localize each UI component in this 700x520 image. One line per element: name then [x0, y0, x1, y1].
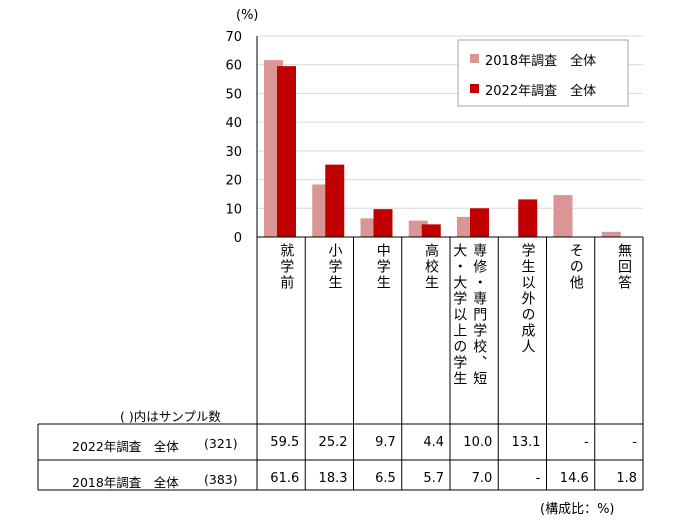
y-tick-label: 60 [225, 59, 242, 74]
category-label: 専修・専門学校、短 [471, 243, 488, 387]
table-cell: 25.2 [318, 435, 348, 450]
y-tick-label: 10 [225, 202, 242, 217]
table-cell: 59.5 [270, 435, 300, 450]
table-cell: 1.8 [616, 471, 637, 486]
table-cell: 14.6 [559, 471, 589, 486]
bar-2022 [421, 224, 441, 237]
sample-size-note: ( )内はサンプル数 [120, 409, 221, 424]
row-label-2018: 2018年調査 全体 [72, 475, 179, 490]
bar-2022 [325, 164, 345, 237]
bar-2022 [373, 209, 393, 237]
table-cell: 9.7 [375, 435, 396, 450]
y-tick-label: 0 [234, 231, 242, 246]
bar-2018 [601, 231, 621, 237]
footnote: (構成比：%) [540, 502, 615, 517]
table-cell: 4.4 [423, 435, 444, 450]
y-tick-label: 30 [225, 145, 242, 160]
category-label: 学生以外の成人 [519, 243, 536, 355]
legend-label-2018: 2018年調査 全体 [485, 54, 597, 69]
category-label: 中学生 [374, 243, 391, 291]
table-cell: 18.3 [318, 471, 348, 486]
table-cell: - [584, 435, 589, 450]
y-axis-unit: (%) [236, 8, 259, 23]
legend-label-2022: 2022年調査 全体 [485, 84, 597, 99]
bar-2018 [553, 195, 573, 237]
y-tick-label: 70 [225, 30, 242, 45]
table-cell: 10.0 [463, 435, 493, 450]
table-cell: 6.5 [375, 471, 396, 486]
table-cell: - [535, 471, 541, 486]
y-tick-label: 40 [225, 116, 242, 131]
y-tick-label: 20 [225, 174, 242, 189]
category-label: 高校生 [423, 243, 439, 291]
bar-2022 [277, 66, 296, 238]
table-cell: 5.7 [423, 471, 444, 486]
category-label: 就学前 [278, 243, 295, 291]
legend-swatch-2018 [470, 54, 479, 63]
category-label: 小学生 [326, 243, 343, 291]
table-cell: - [632, 435, 637, 450]
row-label-2022: 2022年調査 全体 [72, 439, 179, 454]
row-sample-2018: (383) [204, 472, 238, 487]
table-cell: 61.6 [270, 471, 300, 486]
legend-box [457, 39, 629, 107]
bar-2022 [470, 208, 489, 237]
y-tick-label: 50 [225, 87, 242, 102]
category-label: その他 [567, 243, 584, 291]
bar-2022 [518, 199, 538, 237]
legend-swatch-2022 [470, 84, 479, 93]
table-cell: 13.1 [511, 435, 541, 450]
category-label: 大・大学以上の学生 [451, 243, 468, 387]
category-label: 無回答 [616, 243, 632, 291]
row-sample-2022: (321) [204, 436, 238, 451]
table-cell: 7.0 [471, 471, 493, 486]
